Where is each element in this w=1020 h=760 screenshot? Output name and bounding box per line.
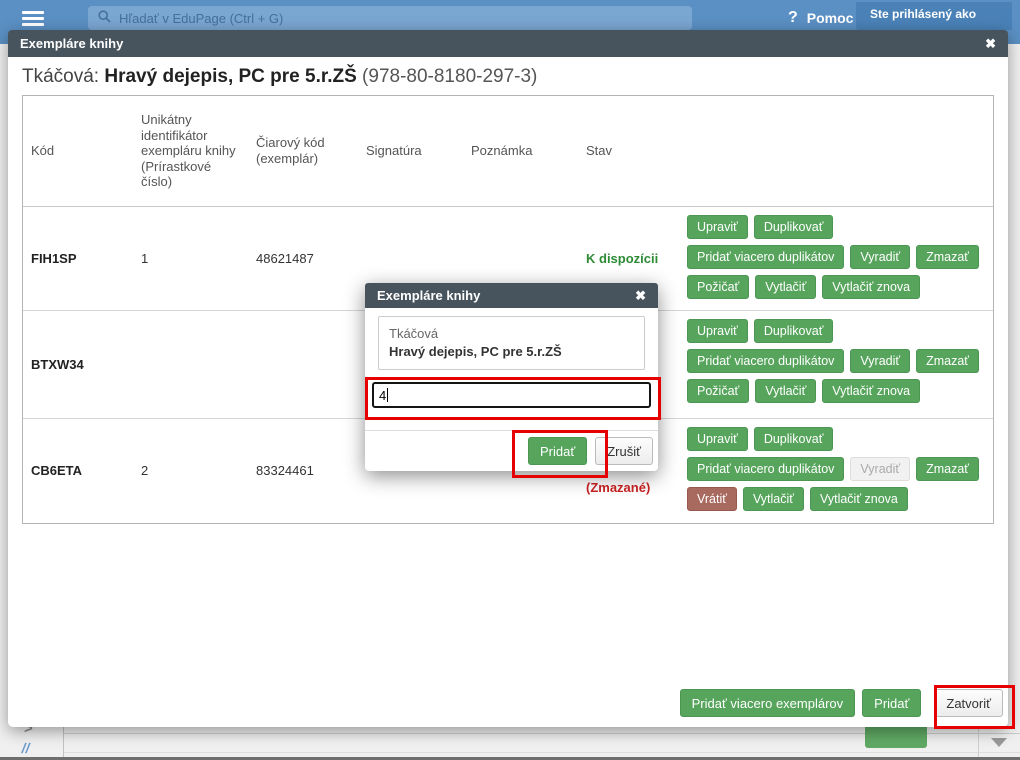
menu-icon[interactable] bbox=[22, 8, 44, 29]
zmazat-button[interactable]: Zmazať bbox=[916, 457, 979, 481]
vytlacit-znova-button[interactable]: Vytlačiť znova bbox=[822, 275, 921, 299]
pridat-viacero-duplikatov-button[interactable]: Pridať viacero duplikátov bbox=[687, 457, 845, 481]
cell-kod: FIH1SP bbox=[31, 250, 77, 266]
pridat-viacero-duplikatov-button[interactable]: Pridať viacero duplikátov bbox=[687, 349, 845, 373]
table-row: CB6ETA 2 83324461 (Zmazané) Upraviť Dupl… bbox=[23, 419, 993, 523]
cell-uid: 2 bbox=[141, 463, 149, 479]
author-label: Tkáčová: bbox=[22, 66, 100, 87]
vytlacit-button[interactable]: Vytlačiť bbox=[742, 487, 804, 511]
pridat-viacero-duplikatov-button[interactable]: Pridať viacero duplikátov bbox=[687, 245, 845, 269]
vytlacit-znova-button[interactable]: Vytlačiť znova bbox=[809, 487, 908, 511]
upravit-button[interactable]: Upraviť bbox=[687, 319, 748, 343]
dialog-pridat-button[interactable]: Pridať bbox=[528, 437, 588, 465]
topbar: Hľadať v EduPage (Ctrl + G) ? Pomoc Ste … bbox=[0, 0, 1020, 44]
pozicat-button[interactable]: Požičať bbox=[687, 275, 750, 299]
status-badge: K dispozícii bbox=[586, 250, 659, 266]
col-kod: Kód bbox=[31, 143, 55, 159]
copies-count-input[interactable]: 4 bbox=[372, 382, 651, 408]
table-row: FIH1SP 1 48621487 K dispozícii Upraviť D… bbox=[23, 207, 993, 311]
chevron-right-icon[interactable]: > bbox=[24, 720, 33, 737]
row-actions: Upraviť Duplikovať Pridať viacero duplik… bbox=[678, 207, 993, 310]
col-uid: Unikátny identifikátor exempláru knihy (… bbox=[141, 112, 236, 190]
search-input[interactable]: Hľadať v EduPage (Ctrl + G) bbox=[88, 6, 692, 30]
add-copy-dialog: Exempláre knihy ✖ Tkáčová Hravý dejepis,… bbox=[365, 283, 658, 471]
book-heading: Tkáčová: Hravý dejepis, PC pre 5.r.ZŠ (9… bbox=[22, 66, 537, 88]
scrollbar-track-edge bbox=[978, 727, 979, 760]
close-icon[interactable]: ✖ bbox=[635, 288, 646, 303]
book-isbn: (978-80-8180-297-3) bbox=[362, 66, 538, 87]
vyradit-button[interactable]: Vyradiť bbox=[850, 349, 911, 373]
col-actions bbox=[678, 96, 993, 206]
sidebar-divider bbox=[63, 720, 64, 760]
col-poznamka: Poznámka bbox=[471, 143, 533, 159]
zatvorit-button[interactable]: Zatvoriť bbox=[934, 689, 1003, 717]
book-author: Tkáčová bbox=[389, 326, 439, 341]
col-barcode: Čiarový kód (exemplár) bbox=[256, 135, 325, 166]
search-placeholder: Hľadať v EduPage (Ctrl + G) bbox=[119, 10, 284, 26]
content-divider bbox=[64, 733, 1020, 734]
cell-barcode bbox=[248, 311, 358, 418]
text-caret bbox=[387, 388, 389, 402]
pozicat-button[interactable]: Požičať bbox=[687, 379, 750, 403]
close-icon[interactable]: ✖ bbox=[985, 36, 996, 51]
cell-kod: BTXW34 bbox=[31, 356, 84, 372]
table-row: BTXW34 Upraviť Duplikovať Pridať viacero… bbox=[23, 311, 993, 419]
background-button-partial bbox=[865, 724, 927, 748]
dialog-title: Exempláre knihy bbox=[377, 288, 481, 303]
row-actions: Upraviť Duplikovať Pridať viacero duplik… bbox=[678, 311, 993, 418]
cell-barcode: 48621487 bbox=[256, 250, 314, 266]
duplikovat-button[interactable]: Duplikovať bbox=[753, 319, 834, 343]
input-value: 4 bbox=[379, 387, 387, 403]
window-bottom-edge bbox=[0, 757, 1020, 760]
upravit-button[interactable]: Upraviť bbox=[687, 427, 748, 451]
cell-kod: CB6ETA bbox=[31, 463, 83, 479]
col-signatura: Signatúra bbox=[366, 143, 422, 159]
book-title: Hravý dejepis, PC pre 5.r.ZŠ bbox=[389, 344, 562, 360]
help-label: Pomoc bbox=[806, 10, 854, 26]
modal-title: Exempláre knihy bbox=[20, 36, 124, 51]
help-icon: ? bbox=[788, 9, 798, 26]
cell-barcode: 83324461 bbox=[256, 463, 314, 479]
collapse-icon[interactable]: // bbox=[20, 740, 32, 756]
dialog-header: Exempláre knihy ✖ bbox=[365, 283, 658, 308]
vytlacit-znova-button[interactable]: Vytlačiť znova bbox=[822, 379, 921, 403]
dialog-footer: Pridať Zrušiť bbox=[365, 430, 658, 471]
pridat-viacero-exemplarov-button[interactable]: Pridať viacero exemplárov bbox=[679, 689, 856, 717]
vyradit-button-disabled: Vyradiť bbox=[850, 457, 911, 481]
vratit-button[interactable]: Vrátiť bbox=[687, 487, 737, 511]
book-info-box: Tkáčová Hravý dejepis, PC pre 5.r.ZŠ bbox=[378, 316, 645, 370]
status-badge: (Zmazané) bbox=[586, 480, 651, 495]
duplikovat-button[interactable]: Duplikovať bbox=[753, 427, 834, 451]
cell-uid: 1 bbox=[141, 250, 149, 266]
scroll-down-arrow-icon[interactable] bbox=[991, 738, 1007, 747]
modal-header: Exempláre knihy ✖ bbox=[8, 30, 1008, 57]
row-actions: Upraviť Duplikovať Pridať viacero duplik… bbox=[678, 419, 993, 523]
col-stav: Stav bbox=[586, 143, 613, 159]
modal-footer: Pridať viacero exemplárov Pridať Zatvori… bbox=[679, 689, 1003, 717]
vytlacit-button[interactable]: Vytlačiť bbox=[755, 379, 817, 403]
help-button[interactable]: ? Pomoc bbox=[788, 9, 853, 27]
table-header-row: Kód Unikátny identifikátor exempláru kni… bbox=[23, 96, 993, 207]
logged-in-badge[interactable]: Ste prihlásený ako bbox=[856, 2, 1012, 30]
book-title: Hravý dejepis, PC pre 5.r.ZŠ bbox=[104, 66, 357, 87]
upravit-button[interactable]: Upraviť bbox=[687, 215, 748, 239]
dialog-zrusit-button[interactable]: Zrušiť bbox=[595, 437, 653, 465]
content-divider-2 bbox=[64, 752, 1020, 753]
zmazat-button[interactable]: Zmazať bbox=[916, 349, 979, 373]
duplikovat-button[interactable]: Duplikovať bbox=[753, 215, 834, 239]
pridat-button[interactable]: Pridať bbox=[862, 689, 922, 717]
vyradit-button[interactable]: Vyradiť bbox=[850, 245, 911, 269]
zmazat-button[interactable]: Zmazať bbox=[916, 245, 979, 269]
cell-uid bbox=[133, 311, 248, 418]
vytlacit-button[interactable]: Vytlačiť bbox=[755, 275, 817, 299]
search-icon bbox=[98, 10, 111, 26]
